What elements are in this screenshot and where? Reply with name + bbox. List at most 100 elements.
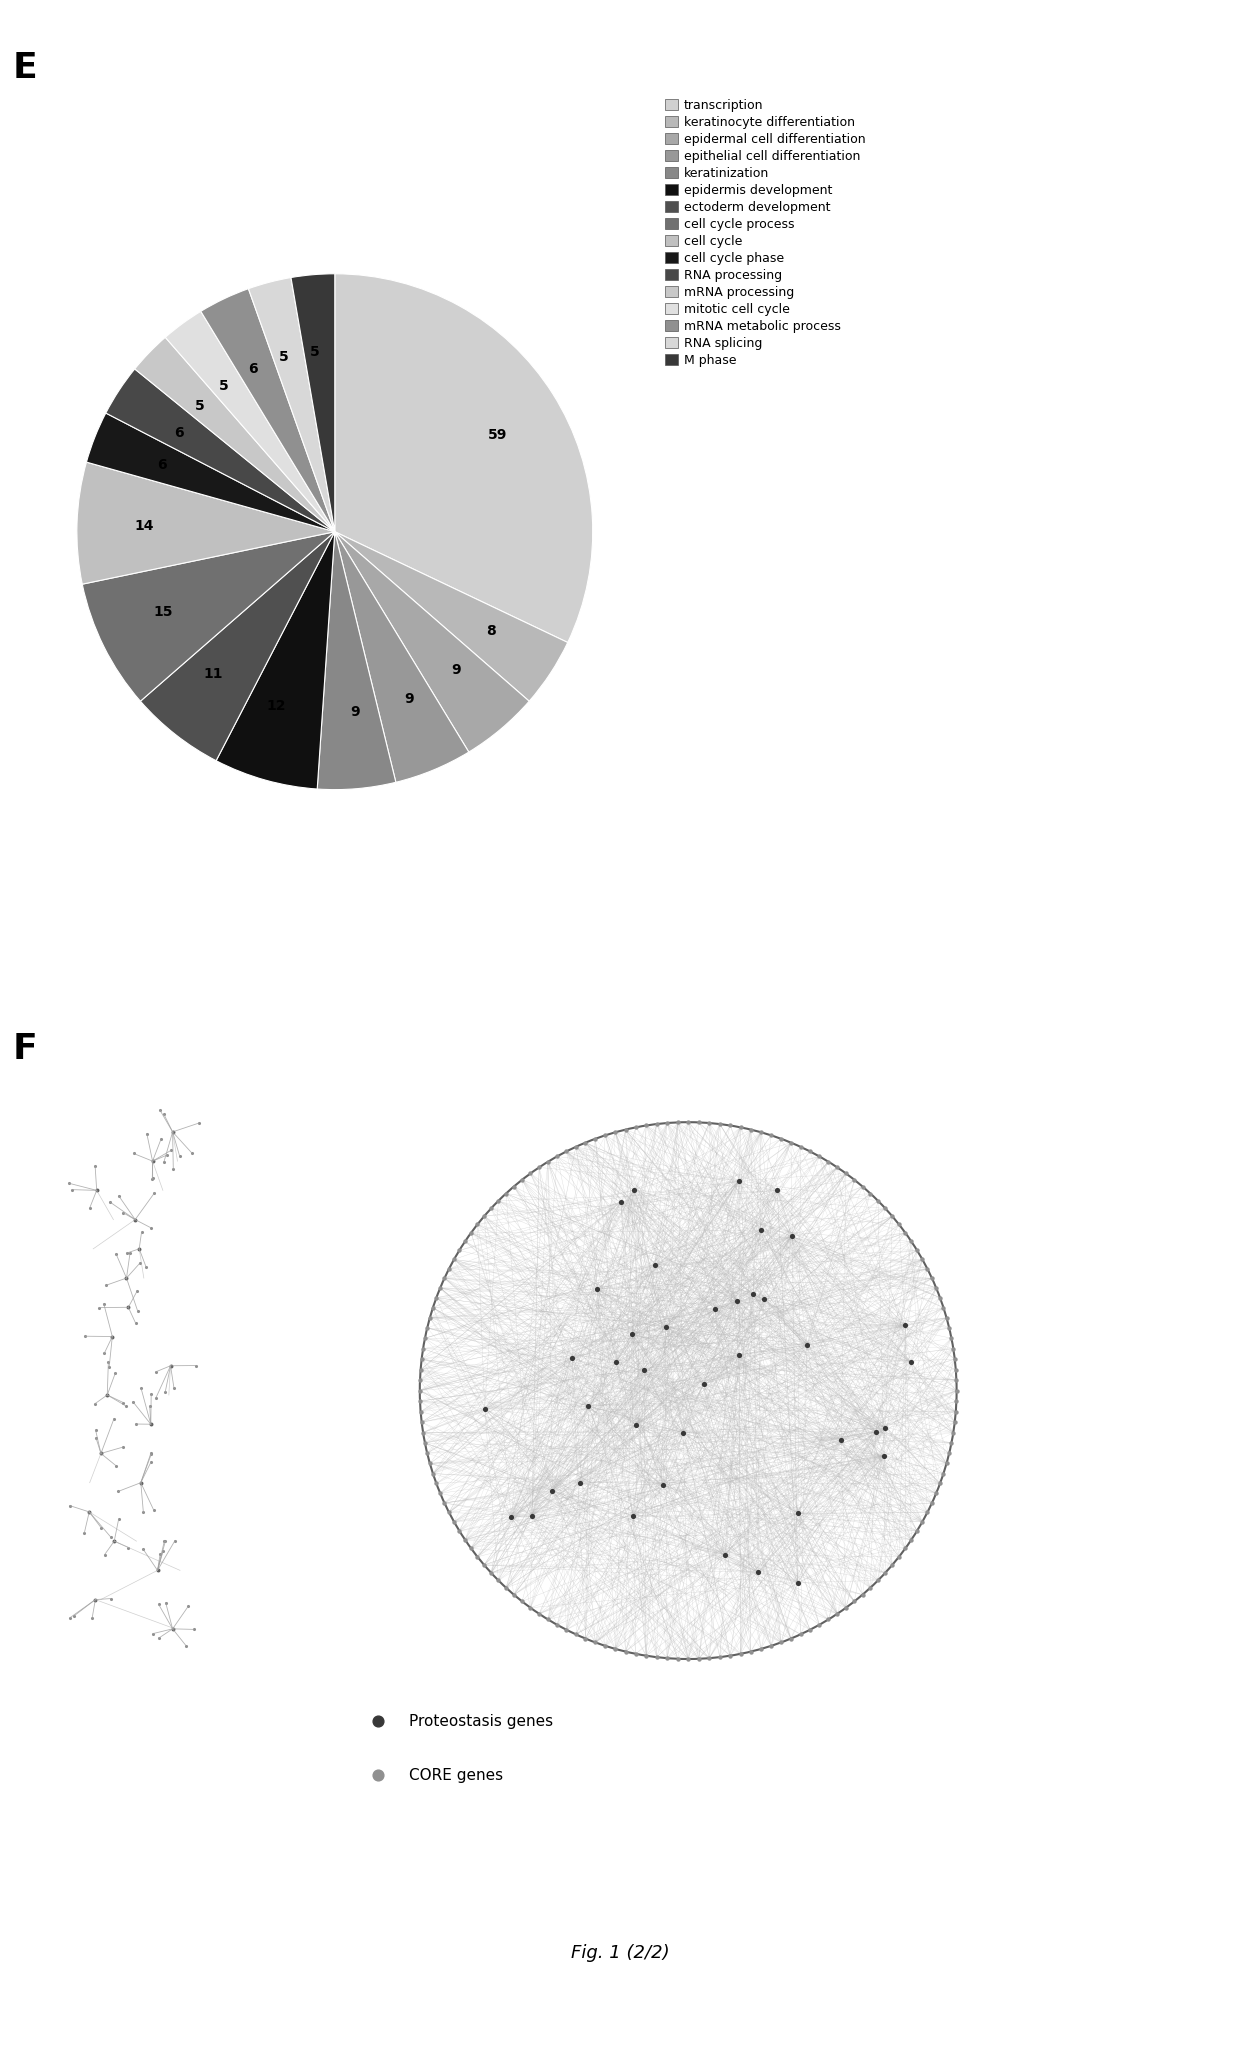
Wedge shape [216, 532, 335, 789]
Point [154, 1145, 174, 1178]
Point [186, 1350, 206, 1382]
Point [144, 1495, 164, 1528]
Point [818, 1145, 838, 1178]
Point [117, 1237, 136, 1270]
Point [100, 1186, 120, 1219]
Point [418, 1311, 438, 1344]
Point [926, 1272, 946, 1305]
Point [945, 1405, 965, 1438]
Point [474, 1200, 494, 1233]
Point [761, 1119, 781, 1151]
Point [410, 1354, 430, 1387]
Point [781, 1127, 801, 1160]
Point [143, 1618, 162, 1650]
Point [913, 1505, 932, 1538]
Text: Fig. 1 (2/2): Fig. 1 (2/2) [570, 1945, 670, 1961]
Point [861, 1178, 880, 1211]
Text: 6: 6 [248, 362, 257, 376]
Point [418, 1438, 438, 1470]
Text: 9: 9 [350, 706, 360, 718]
Point [125, 1202, 145, 1235]
Point [99, 1352, 119, 1384]
Point [130, 1247, 150, 1280]
Point [176, 1630, 196, 1663]
Point [797, 1329, 817, 1362]
Point [415, 1321, 435, 1354]
Point [626, 1409, 646, 1442]
Point [768, 1174, 787, 1207]
Point [92, 1511, 112, 1544]
Point [557, 1614, 577, 1646]
Point [565, 1618, 585, 1650]
Point [60, 1601, 79, 1634]
Point [162, 1611, 182, 1644]
Point [118, 1290, 138, 1323]
Wedge shape [248, 278, 335, 532]
Point [141, 1436, 161, 1468]
Point [410, 1395, 430, 1427]
Point [420, 1448, 440, 1481]
Point [439, 1252, 459, 1284]
Point [115, 1389, 135, 1421]
Point [148, 1554, 167, 1587]
Text: 14: 14 [135, 519, 154, 532]
Point [512, 1164, 532, 1196]
Point [934, 1290, 954, 1323]
Point [190, 1106, 210, 1139]
Point [720, 1640, 740, 1673]
Point [818, 1603, 838, 1636]
Point [926, 1476, 946, 1509]
Point [62, 1174, 82, 1207]
Point [521, 1157, 541, 1190]
Point [141, 1438, 161, 1470]
Point [923, 1487, 942, 1519]
Point [512, 1585, 532, 1618]
Point [145, 1176, 165, 1209]
Point [123, 1384, 143, 1417]
Point [157, 1139, 177, 1172]
Point [730, 1638, 750, 1671]
Point [415, 1427, 435, 1460]
Point [141, 1407, 161, 1440]
Point [164, 1153, 184, 1186]
Text: 5: 5 [310, 346, 320, 358]
Point [107, 1450, 126, 1483]
Point [529, 1151, 549, 1184]
Point [791, 1618, 811, 1650]
Point [430, 1272, 450, 1305]
Point [827, 1151, 847, 1184]
Point [489, 1184, 508, 1217]
Point [86, 1149, 105, 1182]
Wedge shape [201, 288, 335, 532]
Point [606, 1346, 626, 1378]
Point [125, 1407, 145, 1440]
Point [866, 1415, 885, 1448]
Point [622, 1317, 642, 1350]
Point [844, 1585, 864, 1618]
Point [91, 1438, 110, 1470]
Point [946, 1364, 966, 1397]
Point [742, 1636, 761, 1669]
Point [923, 1262, 942, 1294]
Point [128, 1274, 148, 1307]
Point [875, 1192, 895, 1225]
Point [748, 1556, 768, 1589]
Text: 59: 59 [487, 427, 507, 442]
Point [934, 1458, 954, 1491]
Point [771, 1123, 791, 1155]
Point [449, 1233, 469, 1266]
Point [761, 1630, 781, 1663]
Point [668, 1106, 688, 1139]
Point [182, 1137, 202, 1170]
Point [588, 1272, 608, 1305]
Point [444, 1243, 464, 1276]
Wedge shape [77, 462, 335, 585]
Point [430, 1476, 450, 1509]
Point [605, 1632, 625, 1665]
Point [729, 1339, 749, 1372]
Point [124, 1137, 144, 1170]
Wedge shape [87, 413, 335, 532]
Point [781, 1221, 801, 1254]
Point [787, 1497, 807, 1530]
Point [413, 1417, 433, 1450]
